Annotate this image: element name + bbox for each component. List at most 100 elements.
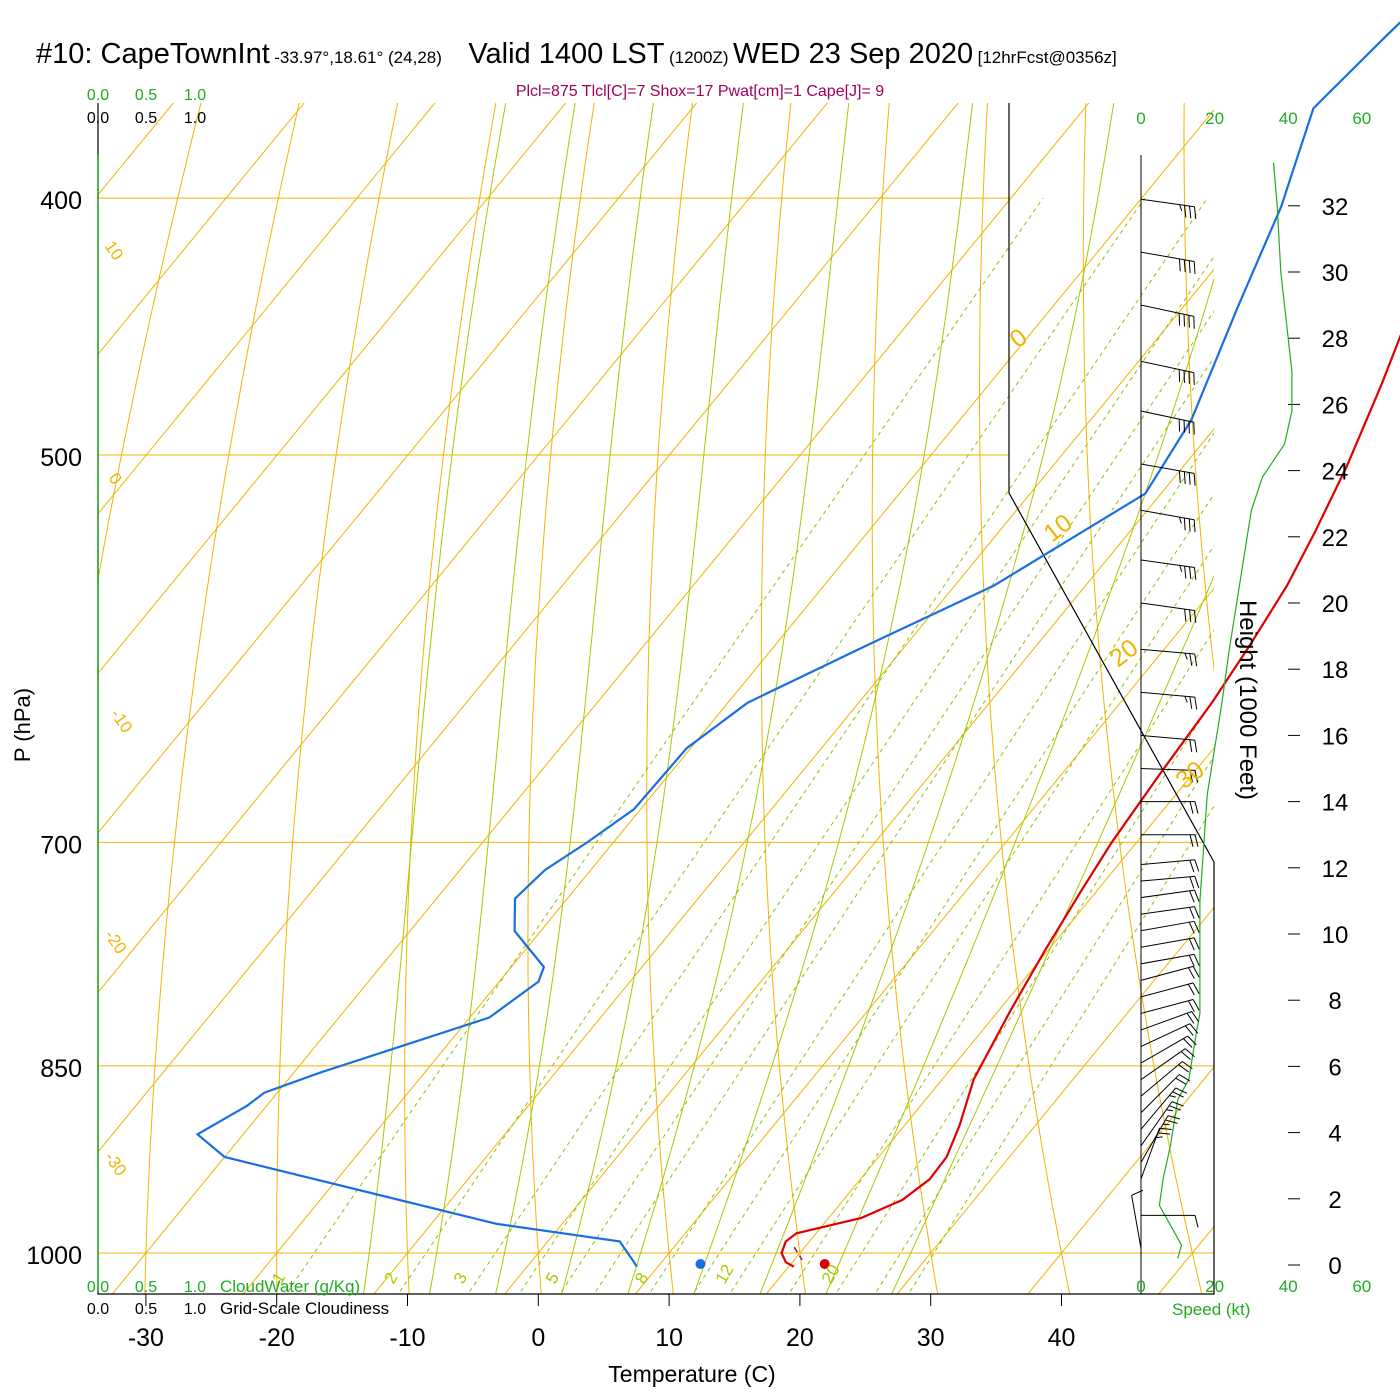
wind-barb-shaft [1140,859,1195,865]
wind-barb-flag [1178,470,1181,484]
wind-barb [1141,801,1199,814]
wind-barb [1140,1074,1191,1114]
moist-adiabat-line [693,103,974,1294]
isotherm-line [634,587,1214,1294]
height-tick-label: 24 [1322,459,1349,486]
wind-barb-flag [1183,471,1186,484]
wind-speed-label: Speed (kt) [1172,1300,1250,1319]
wind-barb-flag [1184,566,1187,579]
wind-barb-flag [1189,770,1194,783]
wind-barb-flag [1194,834,1199,847]
cloudiness-tick: 0.0 [87,110,109,127]
mixing-ratio-line [835,697,1214,1294]
pressure-tick-label: 700 [40,831,82,859]
wind-barb-flag [1193,519,1196,533]
wind-barb-flag [1192,966,1200,978]
wind-barb [1140,648,1198,667]
isotherm-line [111,103,1090,1294]
wind-barb-flag [1189,876,1195,889]
valid-date: WED 23 Sep 2020 [732,38,974,70]
wind-barb-flag [1172,1091,1184,1098]
dry-adiabat-line [527,103,595,1294]
cloudwater-tick: 0.0 [87,1279,109,1296]
wind-barb-flag [1189,205,1192,219]
pressure-tick-label: 850 [40,1055,82,1083]
wind-barb-flag [1175,1077,1187,1085]
wind-barb-shaft [1140,906,1195,915]
mixing-ratio-line [907,805,1214,1294]
mixing-ratio-line [397,197,1146,1294]
mixing-ratio-label: 5 [542,1269,563,1287]
isotherm-line [0,0,619,1363]
wind-barb-flag [1178,516,1182,524]
wind-barb-shaft [1140,875,1195,882]
wind-barb-flag [1179,204,1183,212]
wind-barb-flag [1184,609,1187,622]
wind-barb-shaft [1140,691,1195,698]
cloudwater-tick: 1.0 [184,1279,206,1296]
x-tick-label: 40 [1048,1324,1076,1352]
wind-barb [1140,1035,1197,1064]
x-tick-label: -20 [259,1324,295,1352]
parcel-path [793,1246,803,1261]
wind-speed-tick: 60 [1352,1277,1371,1296]
wind-barb-flag [1167,1115,1181,1120]
height-tick-label: 14 [1322,790,1349,817]
wind-barb-flag [1178,258,1181,272]
mixing-ratio-lines [285,197,1214,1294]
height-tick-label: 10 [1322,922,1349,949]
wind-barb-flag [1187,967,1195,979]
moist-adiabat-line [561,103,744,1294]
wind-speed-tick: 20 [1205,109,1224,128]
moist-adiabat-line [429,103,576,1294]
wind-barb-flag [1166,1109,1173,1112]
pressure-tick-label: 400 [40,187,82,215]
isotherm-line [98,103,305,356]
mixing-ratio-label: 2 [380,1269,401,1287]
wind-barb-flag [1189,834,1194,847]
mixing-ratio-line [285,197,1044,1294]
x-tick-label: 20 [786,1324,814,1352]
plot-border [97,103,1215,1295]
wind-barb [1140,360,1195,385]
wind-barb-flag [1193,261,1196,274]
wind-barb-flag [1193,567,1197,580]
wind-barb-shaft [1140,920,1195,932]
height-tick-label: 0 [1328,1253,1341,1280]
mixing-ratio-line [788,629,1214,1294]
chart-title: #10: CapeTownInt -33.97°,18.61° (24,28) … [36,38,1117,71]
x-axis-label: Temperature (C) [608,1361,775,1387]
wind-barb-shaft [1140,509,1195,521]
plot-frame [97,103,1215,1306]
cloudwater-tick: 0.0 [87,87,109,104]
wind-barb [1140,1087,1188,1130]
dry-adiabat-label: 30 [1170,756,1209,795]
isotherm-line [98,103,698,834]
dry-adiabats [98,103,1214,1294]
wind-barb-flag [1169,1095,1176,1098]
wind-barb-shaft [1140,889,1195,899]
wind-barb-shaft [1140,998,1194,1014]
wind-barb-flag [1187,983,1195,996]
height-tick-label: 26 [1322,392,1349,419]
wind-barb [1140,953,1200,967]
wind-barb-shaft [1140,1087,1177,1130]
dewpoint-line [195,21,1400,1268]
wind-barb [1140,559,1197,580]
cloudiness-tick: 0.5 [135,110,157,127]
wind-barb-flag [1168,1105,1181,1111]
wind-barb [1140,768,1199,783]
wind-barb-flag [1194,876,1200,889]
moist-adiabat-line [363,103,507,1294]
isotherm-line [242,109,1214,1294]
wind-barb-flag [1193,954,1200,966]
wind-speed-tick: 20 [1205,1277,1224,1296]
height-tick-label: 8 [1328,988,1341,1015]
wind-barb [1141,834,1199,847]
cloudiness-label: Grid-Scale Cloudiness [220,1299,389,1318]
wind-barb-flag [1189,739,1193,752]
moist-adiabat-line [891,574,1214,1294]
wind-barb-flag [1187,1035,1197,1046]
